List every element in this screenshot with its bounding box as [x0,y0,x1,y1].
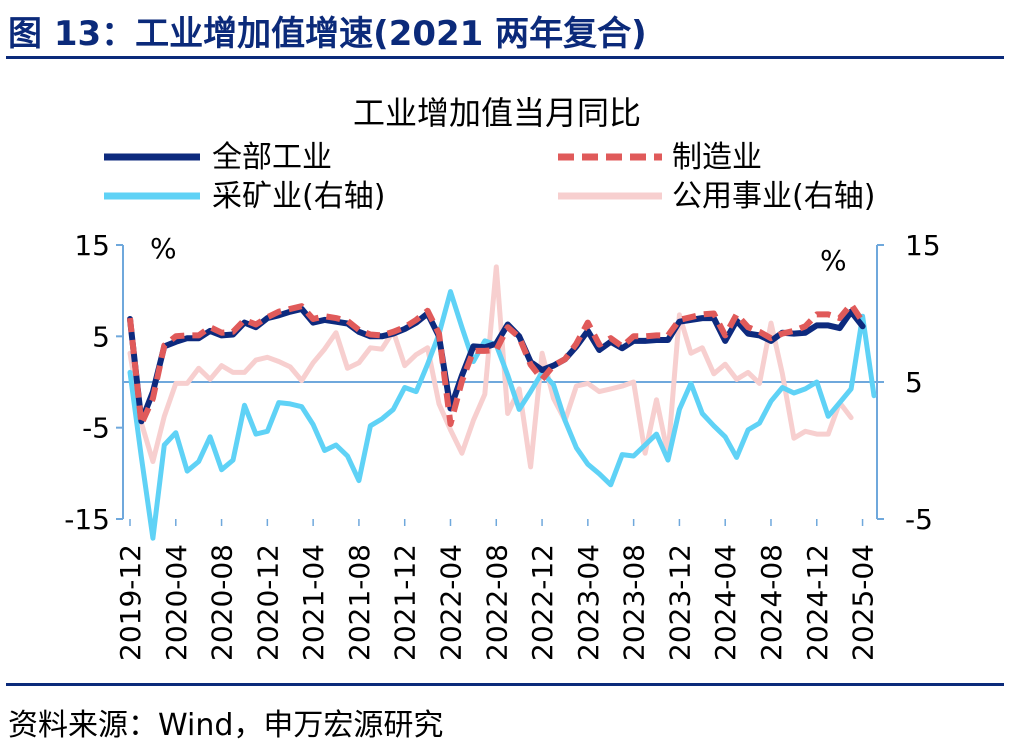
legend-label: 全部工业 [212,140,332,175]
left-tick-label: -5 [82,412,110,445]
x-tick-label: 2023-12 [663,544,696,661]
x-tick-label: 2021-12 [389,544,422,661]
series-line-2 [127,301,866,427]
axes: 15 5 -5 -15 15 5 -5 2019-12 2020-04 2020-08 2020-1… [64,229,940,661]
series-line-4 [127,264,854,470]
figure-title: 图 13：工业增加值增速(2021 两年复合) [8,14,647,54]
x-tick-label: 2020-08 [206,544,239,661]
right-tick-label: 5 [905,366,923,399]
left-axis-unit: % [150,232,177,265]
x-tick-label: 2021-08 [343,544,376,661]
right-tick-label: 15 [905,229,941,262]
right-tick-label: -5 [905,503,933,536]
left-tick-label: -15 [64,503,110,536]
x-tick-label: 2023-08 [618,544,651,661]
chart-title: 工业增加值当月同比 [353,94,641,132]
x-tick-label: 2024-08 [755,544,788,661]
legend-label: 采矿业(右轴) [212,179,385,214]
x-tick-label: 2024-12 [801,544,834,661]
x-tick-label: 2024-04 [709,544,742,661]
top-rule [6,56,1004,59]
bottom-rule [6,683,1004,686]
legend-label: 公用事业(右轴) [672,179,875,214]
x-tick-label: 2025-04 [847,544,880,661]
legend-label: 制造业 [672,140,762,175]
x-tick-label: 2019-12 [114,544,147,661]
x-tick-label: 2022-08 [480,544,513,661]
x-tick-label: 2022-04 [434,544,467,661]
right-axis-unit: % [820,244,847,277]
left-tick-label: 15 [74,229,110,262]
x-tick-label: 2021-04 [297,544,330,661]
x-tick-label: 2022-12 [526,544,559,661]
series-line-3 [127,289,877,541]
x-tick-label: 2023-04 [572,544,605,661]
x-tick-label: 2020-04 [160,544,193,661]
source-note: 资料来源：Wind，申万宏源研究 [8,708,444,743]
left-tick-label: 5 [92,320,110,353]
series-layer [127,264,877,541]
x-tick-label: 2020-12 [251,544,284,661]
